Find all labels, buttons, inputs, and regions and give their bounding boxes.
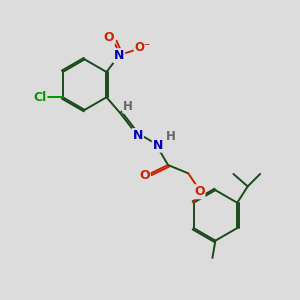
- Text: H: H: [166, 130, 176, 143]
- Text: N: N: [133, 129, 143, 142]
- Text: N: N: [153, 139, 163, 152]
- Text: O⁻: O⁻: [135, 41, 151, 54]
- Text: N: N: [114, 49, 124, 62]
- Text: H: H: [123, 100, 133, 113]
- Text: O: O: [194, 185, 205, 198]
- Text: Cl: Cl: [33, 91, 46, 104]
- Text: O: O: [104, 31, 115, 44]
- Text: O: O: [139, 169, 150, 182]
